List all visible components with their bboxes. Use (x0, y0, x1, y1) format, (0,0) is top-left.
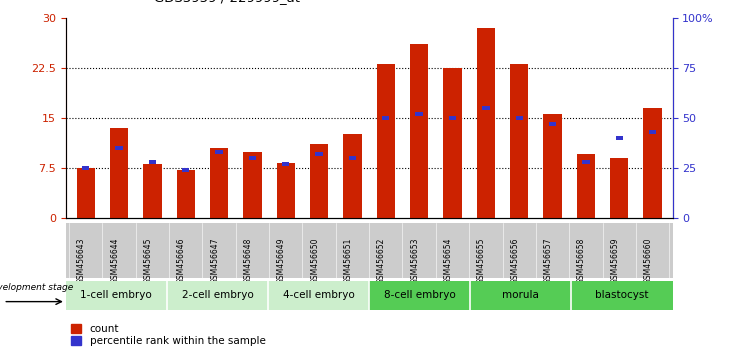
Bar (610, 158, 629, 218)
Bar (216, 150, 223, 154)
Bar (477, 28, 495, 218)
Bar (316, 152, 323, 155)
Bar (369, 281, 470, 310)
Bar (349, 156, 356, 160)
Bar (643, 108, 662, 218)
Bar (382, 116, 390, 120)
Bar (276, 163, 295, 218)
Bar (243, 152, 262, 218)
Bar (443, 68, 462, 218)
Bar (577, 154, 595, 218)
Bar (616, 136, 623, 139)
Bar (510, 64, 529, 218)
Bar (482, 106, 490, 110)
Text: morula: morula (502, 290, 539, 300)
Bar (310, 144, 328, 218)
Bar (149, 160, 156, 164)
Bar (268, 281, 369, 310)
Text: 8-cell embryo: 8-cell embryo (384, 290, 455, 300)
Bar (177, 170, 195, 218)
Text: 1-cell embryo: 1-cell embryo (80, 290, 152, 300)
Bar (515, 116, 523, 120)
Bar (376, 64, 395, 218)
Bar (110, 128, 129, 218)
Bar (282, 162, 289, 166)
Bar (115, 146, 123, 150)
Bar (572, 281, 673, 310)
Text: blastocyst: blastocyst (595, 290, 648, 300)
Bar (449, 116, 456, 120)
Text: development stage: development stage (0, 284, 73, 292)
Bar (649, 130, 656, 133)
Bar (344, 135, 362, 218)
Legend: count, percentile rank within the sample: count, percentile rank within the sample (71, 324, 265, 346)
Bar (66, 281, 167, 310)
Bar (82, 166, 89, 170)
Text: 4-cell embryo: 4-cell embryo (283, 290, 355, 300)
Bar (549, 122, 556, 126)
Bar (249, 156, 256, 160)
Bar (582, 160, 589, 164)
Bar (415, 112, 423, 115)
Bar (77, 168, 95, 218)
Bar (182, 168, 189, 172)
Bar (470, 281, 572, 310)
Text: 2-cell embryo: 2-cell embryo (181, 290, 254, 300)
Bar (143, 164, 162, 218)
Text: GDS3959 / 229999_at: GDS3959 / 229999_at (154, 0, 300, 4)
Bar (167, 281, 268, 310)
Bar (210, 148, 228, 218)
Bar (410, 44, 428, 218)
Bar (543, 114, 561, 218)
